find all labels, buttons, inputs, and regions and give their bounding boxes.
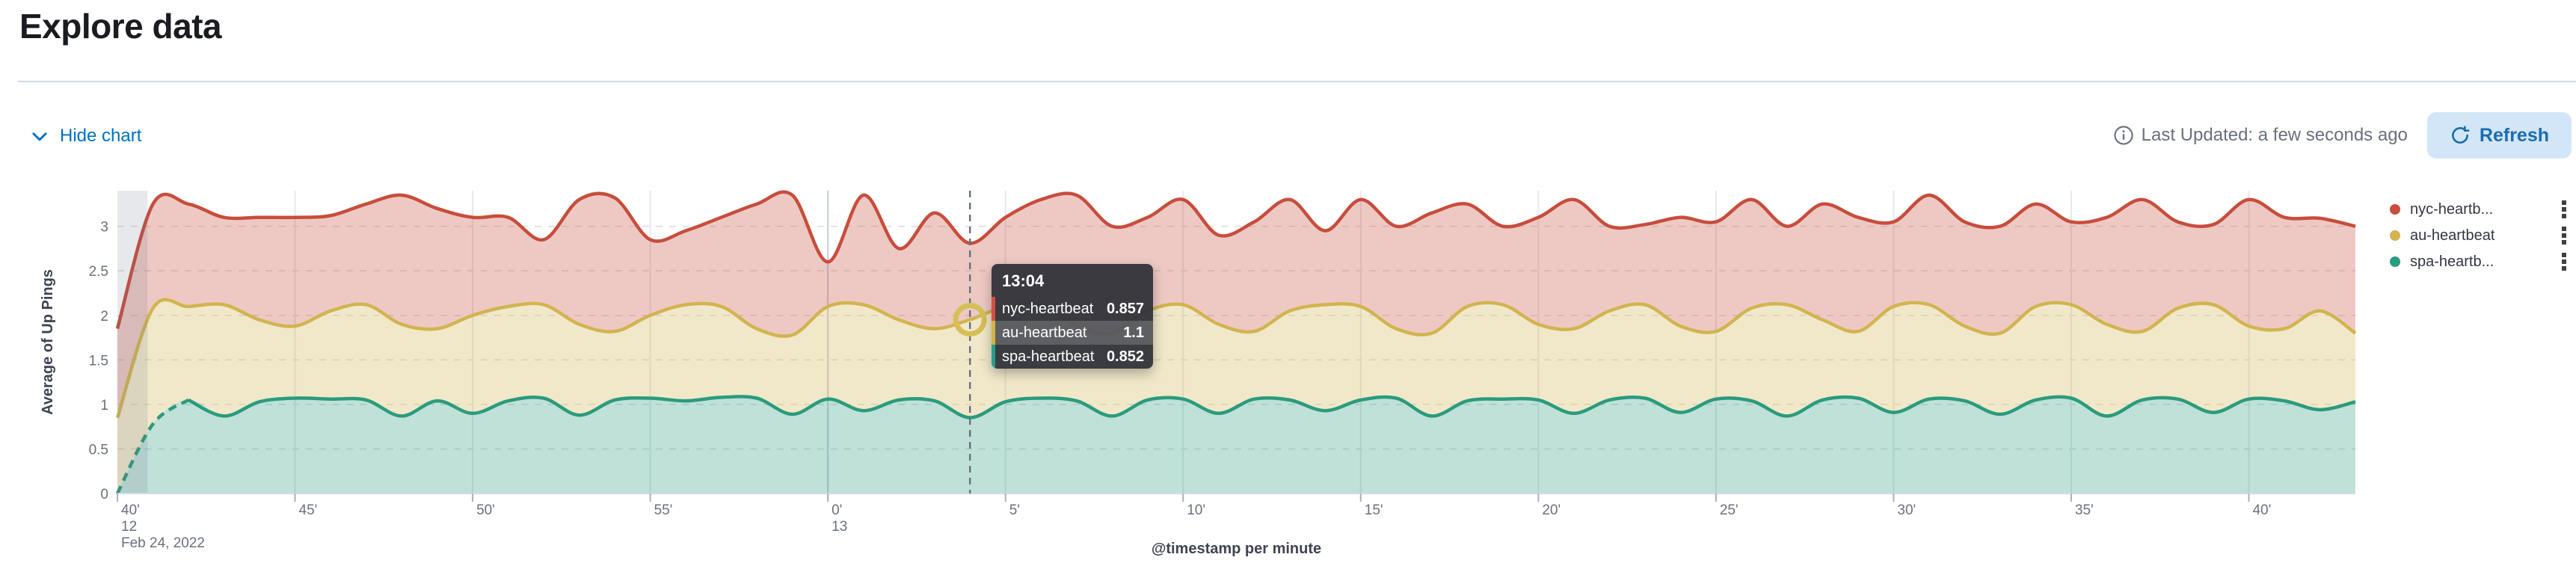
area-series-nyc-heartbeat [117, 191, 2355, 418]
line-series-nyc-heartbeat [115, 190, 2356, 330]
header-divider [18, 81, 2576, 82]
tooltip-series-swatch [992, 345, 995, 369]
last-updated: Last Updated: a few seconds ago [2113, 125, 2408, 146]
x-tick-label: 55' [654, 502, 673, 518]
tooltip-series-label: spa-heartbeat [1002, 348, 1095, 365]
x-tick-label: 40' [121, 502, 140, 518]
hide-chart-toggle[interactable]: Hide chart [30, 126, 141, 147]
tooltip-row-au-heartbeat: au-heartbeat 1.1 [992, 321, 1153, 345]
legend-label: nyc-heartb... [2410, 200, 2494, 218]
x-secondary-tick-label: 12 [121, 519, 137, 535]
toolbar-right: Last Updated: a few seconds ago Refresh [2113, 112, 2572, 159]
x-axis-title: @timestamp per minute [1152, 541, 1321, 557]
legend-label: spa-heartb... [2410, 253, 2494, 270]
hide-chart-label: Hide chart [60, 126, 142, 146]
legend-item-au-heartbeat[interactable]: au-heartbeat [2390, 227, 2568, 245]
y-tick-label: 0 [100, 487, 108, 502]
legend-label: au-heartbeat [2410, 227, 2495, 244]
y-tick-label: 2 [100, 309, 108, 325]
legend-options-icon[interactable] [2560, 199, 2568, 220]
legend-item-spa-heartb[interactable]: spa-heartb... [2390, 253, 2568, 271]
x-tick-label: 15' [1365, 502, 1383, 518]
line-series-au-heartbeat [115, 298, 2357, 419]
area-series-au-heartbeat [117, 299, 2355, 494]
chart-tooltip: 13:04 nyc-heartbeat 0.857 au-heartbeat 1.1 s… [992, 264, 1153, 369]
page-title: Explore data [19, 7, 222, 46]
x-tick-label: 20' [1542, 502, 1561, 518]
refresh-icon [2450, 125, 2471, 146]
x-tick-label: 30' [1897, 502, 1916, 518]
chevron-down-icon [30, 126, 49, 146]
hover-point-ring [953, 302, 987, 336]
y-axis-title: Average of Up Pings [40, 269, 56, 415]
x-tick-label: 0' [831, 502, 842, 518]
tooltip-series-value: 1.1 [1123, 324, 1144, 341]
y-tick-label: 1 [100, 398, 108, 413]
x-date-label: Feb 24, 2022 [121, 535, 205, 551]
legend-item-nyc-heartb[interactable]: nyc-heartb... [2390, 200, 2568, 218]
tooltip-series-swatch [992, 321, 995, 345]
tooltip-row-nyc-heartbeat: nyc-heartbeat 0.857 [992, 297, 1153, 321]
legend-options-icon[interactable] [2560, 251, 2568, 272]
refresh-button[interactable]: Refresh [2426, 112, 2572, 159]
x-secondary-tick-label: 13 [831, 519, 847, 535]
x-tick-label: 10' [1187, 502, 1205, 518]
area-series-spa-heartbeat [117, 396, 2355, 494]
legend-color-dot [2390, 256, 2400, 267]
x-tick-label: 35' [2075, 502, 2094, 518]
y-tick-label: 1.5 [89, 353, 108, 369]
x-tick-label: 50' [476, 502, 495, 518]
legend-color-dot [2390, 204, 2400, 215]
y-tick-label: 3 [100, 220, 108, 236]
tooltip-time: 13:04 [1002, 271, 1045, 290]
legend-color-dot [2390, 230, 2400, 241]
refresh-label: Refresh [2479, 124, 2549, 146]
x-tick-label: 40' [2252, 502, 2271, 518]
tooltip-series-swatch [992, 297, 995, 321]
tooltip-series-label: nyc-heartbeat [1002, 300, 1094, 317]
info-icon [2113, 125, 2134, 146]
chart-legend: nyc-heartb... au-heartbeat spa-heartb... [2390, 200, 2568, 271]
tooltip-series-value: 0.857 [1106, 300, 1144, 317]
partial-data-band [117, 191, 148, 494]
x-tick-label: 25' [1720, 502, 1739, 518]
tooltip-series-label: au-heartbeat [1002, 324, 1087, 341]
tooltip-row-spa-heartbeat: spa-heartbeat 0.852 [992, 345, 1153, 369]
legend-options-icon[interactable] [2560, 225, 2568, 246]
tooltip-series-value: 0.852 [1106, 348, 1144, 365]
line-series-spa-heartbeat [187, 395, 2356, 419]
line-series-spa-heartbeat-partial [115, 398, 190, 495]
x-tick-label: 5' [1009, 502, 1020, 518]
y-tick-label: 2.5 [89, 264, 108, 280]
last-updated-text: Last Updated: a few seconds ago [2141, 125, 2408, 145]
x-tick-label: 45' [299, 502, 318, 518]
y-tick-label: 0.5 [89, 442, 108, 458]
